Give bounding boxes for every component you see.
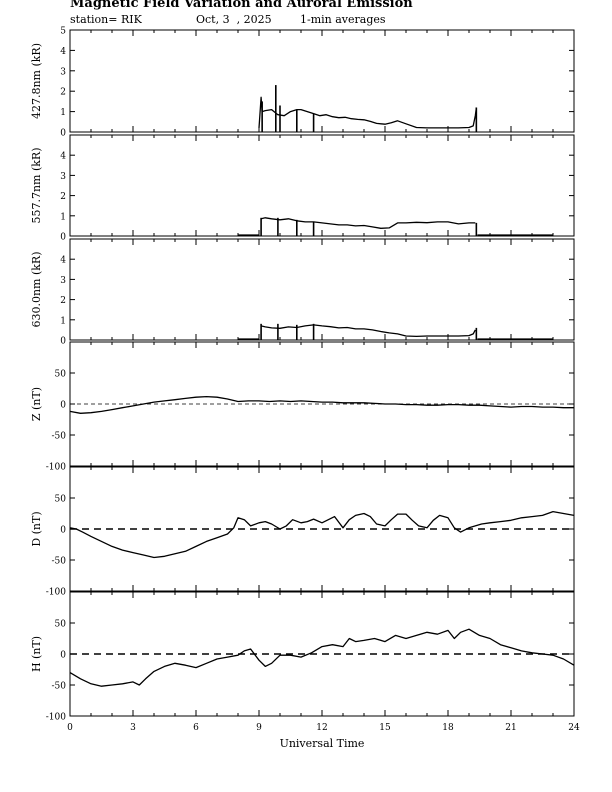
x-tick-label: 12 (316, 723, 327, 733)
data-series-line (260, 324, 476, 338)
y-axis-label: 427.8nm (kR) (30, 43, 43, 119)
y-axis-label: 557.7nm (kR) (30, 147, 43, 223)
y-tick-label: -100 (46, 713, 66, 723)
x-tick-label: 9 (256, 723, 262, 733)
y-tick-label: 5 (60, 27, 66, 37)
y-tick-label: -100 (46, 588, 66, 598)
panel-pD: -100 -50 0 50 D (nT) (30, 466, 575, 598)
x-tick-label: 6 (193, 723, 199, 733)
chart-title: Magnetic Field Variation and Auroral Emi… (70, 0, 413, 11)
data-series-line (260, 217, 476, 229)
y-tick-label: 4 (60, 47, 66, 57)
y-tick-label: 1 (60, 108, 66, 118)
y-tick-label: 50 (55, 495, 67, 505)
y-tick-label: 50 (55, 620, 67, 630)
x-tick-label: 24 (568, 723, 580, 733)
y-tick-label: -100 (46, 463, 66, 473)
panel-frame (69, 29, 575, 133)
y-tick-label: -50 (52, 557, 67, 567)
y-tick-label: 3 (60, 276, 66, 286)
y-tick-label: 50 (55, 370, 67, 380)
y-tick-label: 0 (60, 526, 66, 536)
y-tick-label: 2 (60, 192, 66, 202)
y-tick-label: 0 (60, 337, 66, 347)
y-axis-label: Z (nT) (30, 387, 43, 421)
y-tick-label: 3 (60, 67, 66, 77)
y-tick-label: -50 (52, 682, 67, 692)
panel-p6300: 0 1 2 3 4 630.0nm (kR) (30, 238, 575, 347)
y-tick-label: 0 (60, 129, 66, 139)
y-tick-label: 4 (60, 152, 66, 162)
panel-pH: -100 -50 0 50 H (nT) (30, 591, 575, 723)
data-series-line (69, 510, 575, 559)
y-tick-label: 3 (60, 172, 66, 182)
data-series-line (69, 395, 574, 414)
date-label: Oct, 3 , 2025 (196, 13, 272, 26)
x-tick-label: 15 (379, 723, 391, 733)
y-axis-label: H (nT) (30, 636, 43, 672)
panel-p4278: 0 1 2 3 4 5 427.8nm (kR) (30, 27, 575, 139)
y-tick-label: 2 (60, 296, 66, 306)
panel-frame (69, 134, 575, 237)
y-axis-label: D (nT) (30, 511, 43, 546)
y-tick-label: 0 (60, 233, 66, 243)
panel-frame (69, 238, 575, 341)
y-tick-label: -50 (52, 432, 67, 442)
y-tick-label: 0 (60, 651, 66, 661)
y-tick-label: 1 (60, 212, 66, 222)
y-tick-label: 1 (60, 316, 66, 326)
y-axis-label: 630.0nm (kR) (30, 251, 43, 327)
panel-pZ: -100 -50 0 50 Z (nT) (30, 341, 575, 473)
data-series-line (69, 628, 575, 687)
x-tick-label: 0 (67, 723, 73, 733)
y-tick-label: 2 (60, 88, 66, 98)
y-tick-label: 4 (60, 256, 66, 266)
x-tick-label: 18 (442, 723, 454, 733)
data-series-line (258, 96, 478, 129)
averaging-label: 1-min averages (300, 13, 386, 26)
x-tick-label: 3 (130, 723, 136, 733)
y-tick-label: 0 (60, 401, 66, 411)
station-label: station= RIK (70, 13, 142, 26)
x-axis-label: Universal Time (280, 737, 365, 750)
x-tick-label: 21 (505, 723, 516, 733)
panel-p5577: 0 1 2 3 4 557.7nm (kR) (30, 134, 575, 243)
